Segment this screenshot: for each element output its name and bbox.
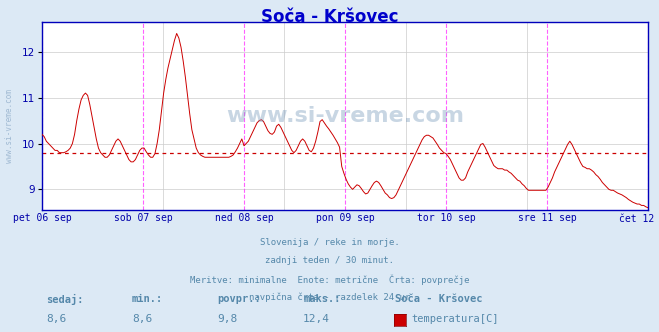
Text: Soča - Kršovec: Soča - Kršovec (261, 8, 398, 26)
Text: Meritve: minimalne  Enote: metrične  Črta: povprečje: Meritve: minimalne Enote: metrične Črta:… (190, 275, 469, 285)
Text: Slovenija / reke in morje.: Slovenija / reke in morje. (260, 238, 399, 247)
Text: min.:: min.: (132, 294, 163, 304)
Text: www.si-vreme.com: www.si-vreme.com (226, 106, 464, 126)
Text: 8,6: 8,6 (132, 314, 152, 324)
Text: sedaj:: sedaj: (46, 294, 84, 305)
Text: povpr.:: povpr.: (217, 294, 261, 304)
Text: ned 08 sep: ned 08 sep (215, 213, 273, 223)
Text: 8,6: 8,6 (46, 314, 67, 324)
Text: 12,4: 12,4 (303, 314, 330, 324)
Text: zadnji teden / 30 minut.: zadnji teden / 30 minut. (265, 257, 394, 266)
Text: pet 06 sep: pet 06 sep (13, 213, 71, 223)
Text: pon 09 sep: pon 09 sep (316, 213, 374, 223)
Text: Soča - Kršovec: Soča - Kršovec (395, 294, 483, 304)
Text: temperatura[C]: temperatura[C] (412, 314, 500, 324)
Text: sob 07 sep: sob 07 sep (113, 213, 173, 223)
Text: čet 12 sep: čet 12 sep (619, 213, 659, 224)
Text: maks.:: maks.: (303, 294, 341, 304)
Text: 9,8: 9,8 (217, 314, 238, 324)
Text: sre 11 sep: sre 11 sep (517, 213, 577, 223)
Text: tor 10 sep: tor 10 sep (416, 213, 475, 223)
Text: www.si-vreme.com: www.si-vreme.com (5, 89, 14, 163)
Text: navpična črta - razdelek 24 ur: navpična črta - razdelek 24 ur (249, 293, 410, 302)
